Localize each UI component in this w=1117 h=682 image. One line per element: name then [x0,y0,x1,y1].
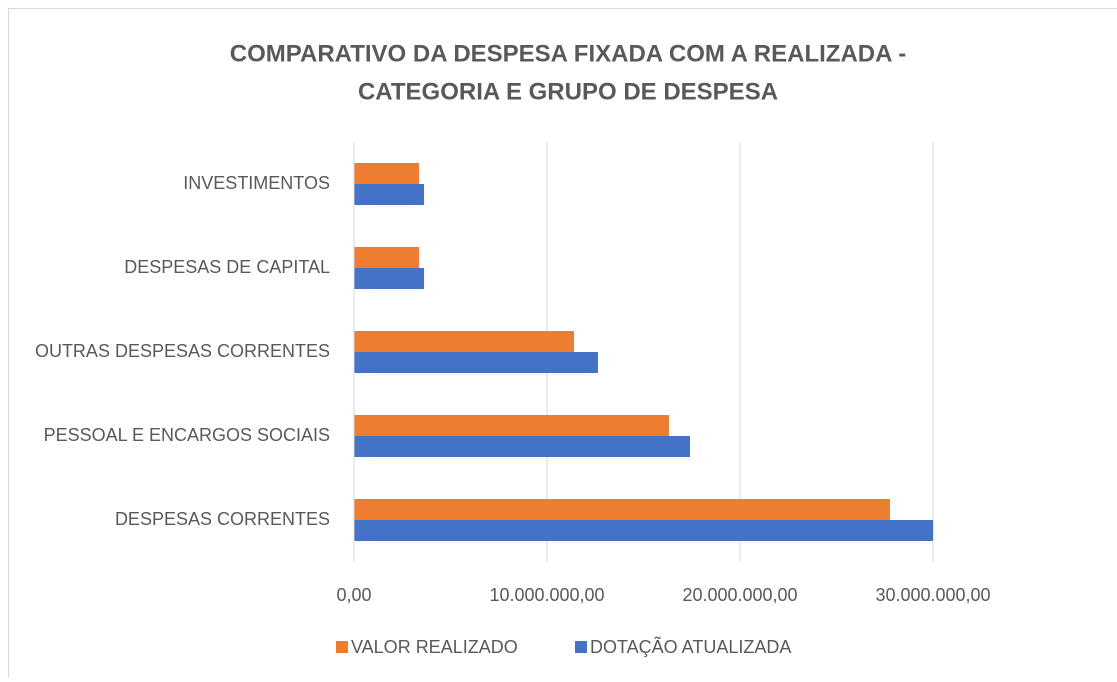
chart-title: COMPARATIVO DA DESPESA FIXADA COM A REAL… [230,40,906,67]
y-tick-label: INVESTIMENTOS [183,173,330,193]
legend-swatch [336,641,348,653]
x-tick-label: 30.000.000,00 [875,585,990,605]
bar [354,163,419,184]
bar [354,499,890,520]
legend-label: VALOR REALIZADO [351,637,518,657]
bar [354,352,598,373]
bar [354,415,669,436]
legend-swatch [575,641,587,653]
bar [354,247,419,268]
bar [354,436,690,457]
y-tick-label: DESPESAS CORRENTES [115,509,330,529]
legend-label: DOTAÇÃO ATUALIZADA [590,636,791,657]
bar [354,331,574,352]
bar [354,268,424,289]
x-tick-label: 20.000.000,00 [682,585,797,605]
bar [354,184,424,205]
y-tick-label: OUTRAS DESPESAS CORRENTES [35,341,330,361]
x-tick-label: 10.000.000,00 [489,585,604,605]
x-tick-label: 0,00 [336,585,371,605]
y-tick-label: PESSOAL E ENCARGOS SOCIAIS [44,425,330,445]
bar [354,520,933,541]
y-tick-label: DESPESAS DE CAPITAL [124,257,330,277]
chart-title: CATEGORIA E GRUPO DE DESPESA [358,78,778,105]
